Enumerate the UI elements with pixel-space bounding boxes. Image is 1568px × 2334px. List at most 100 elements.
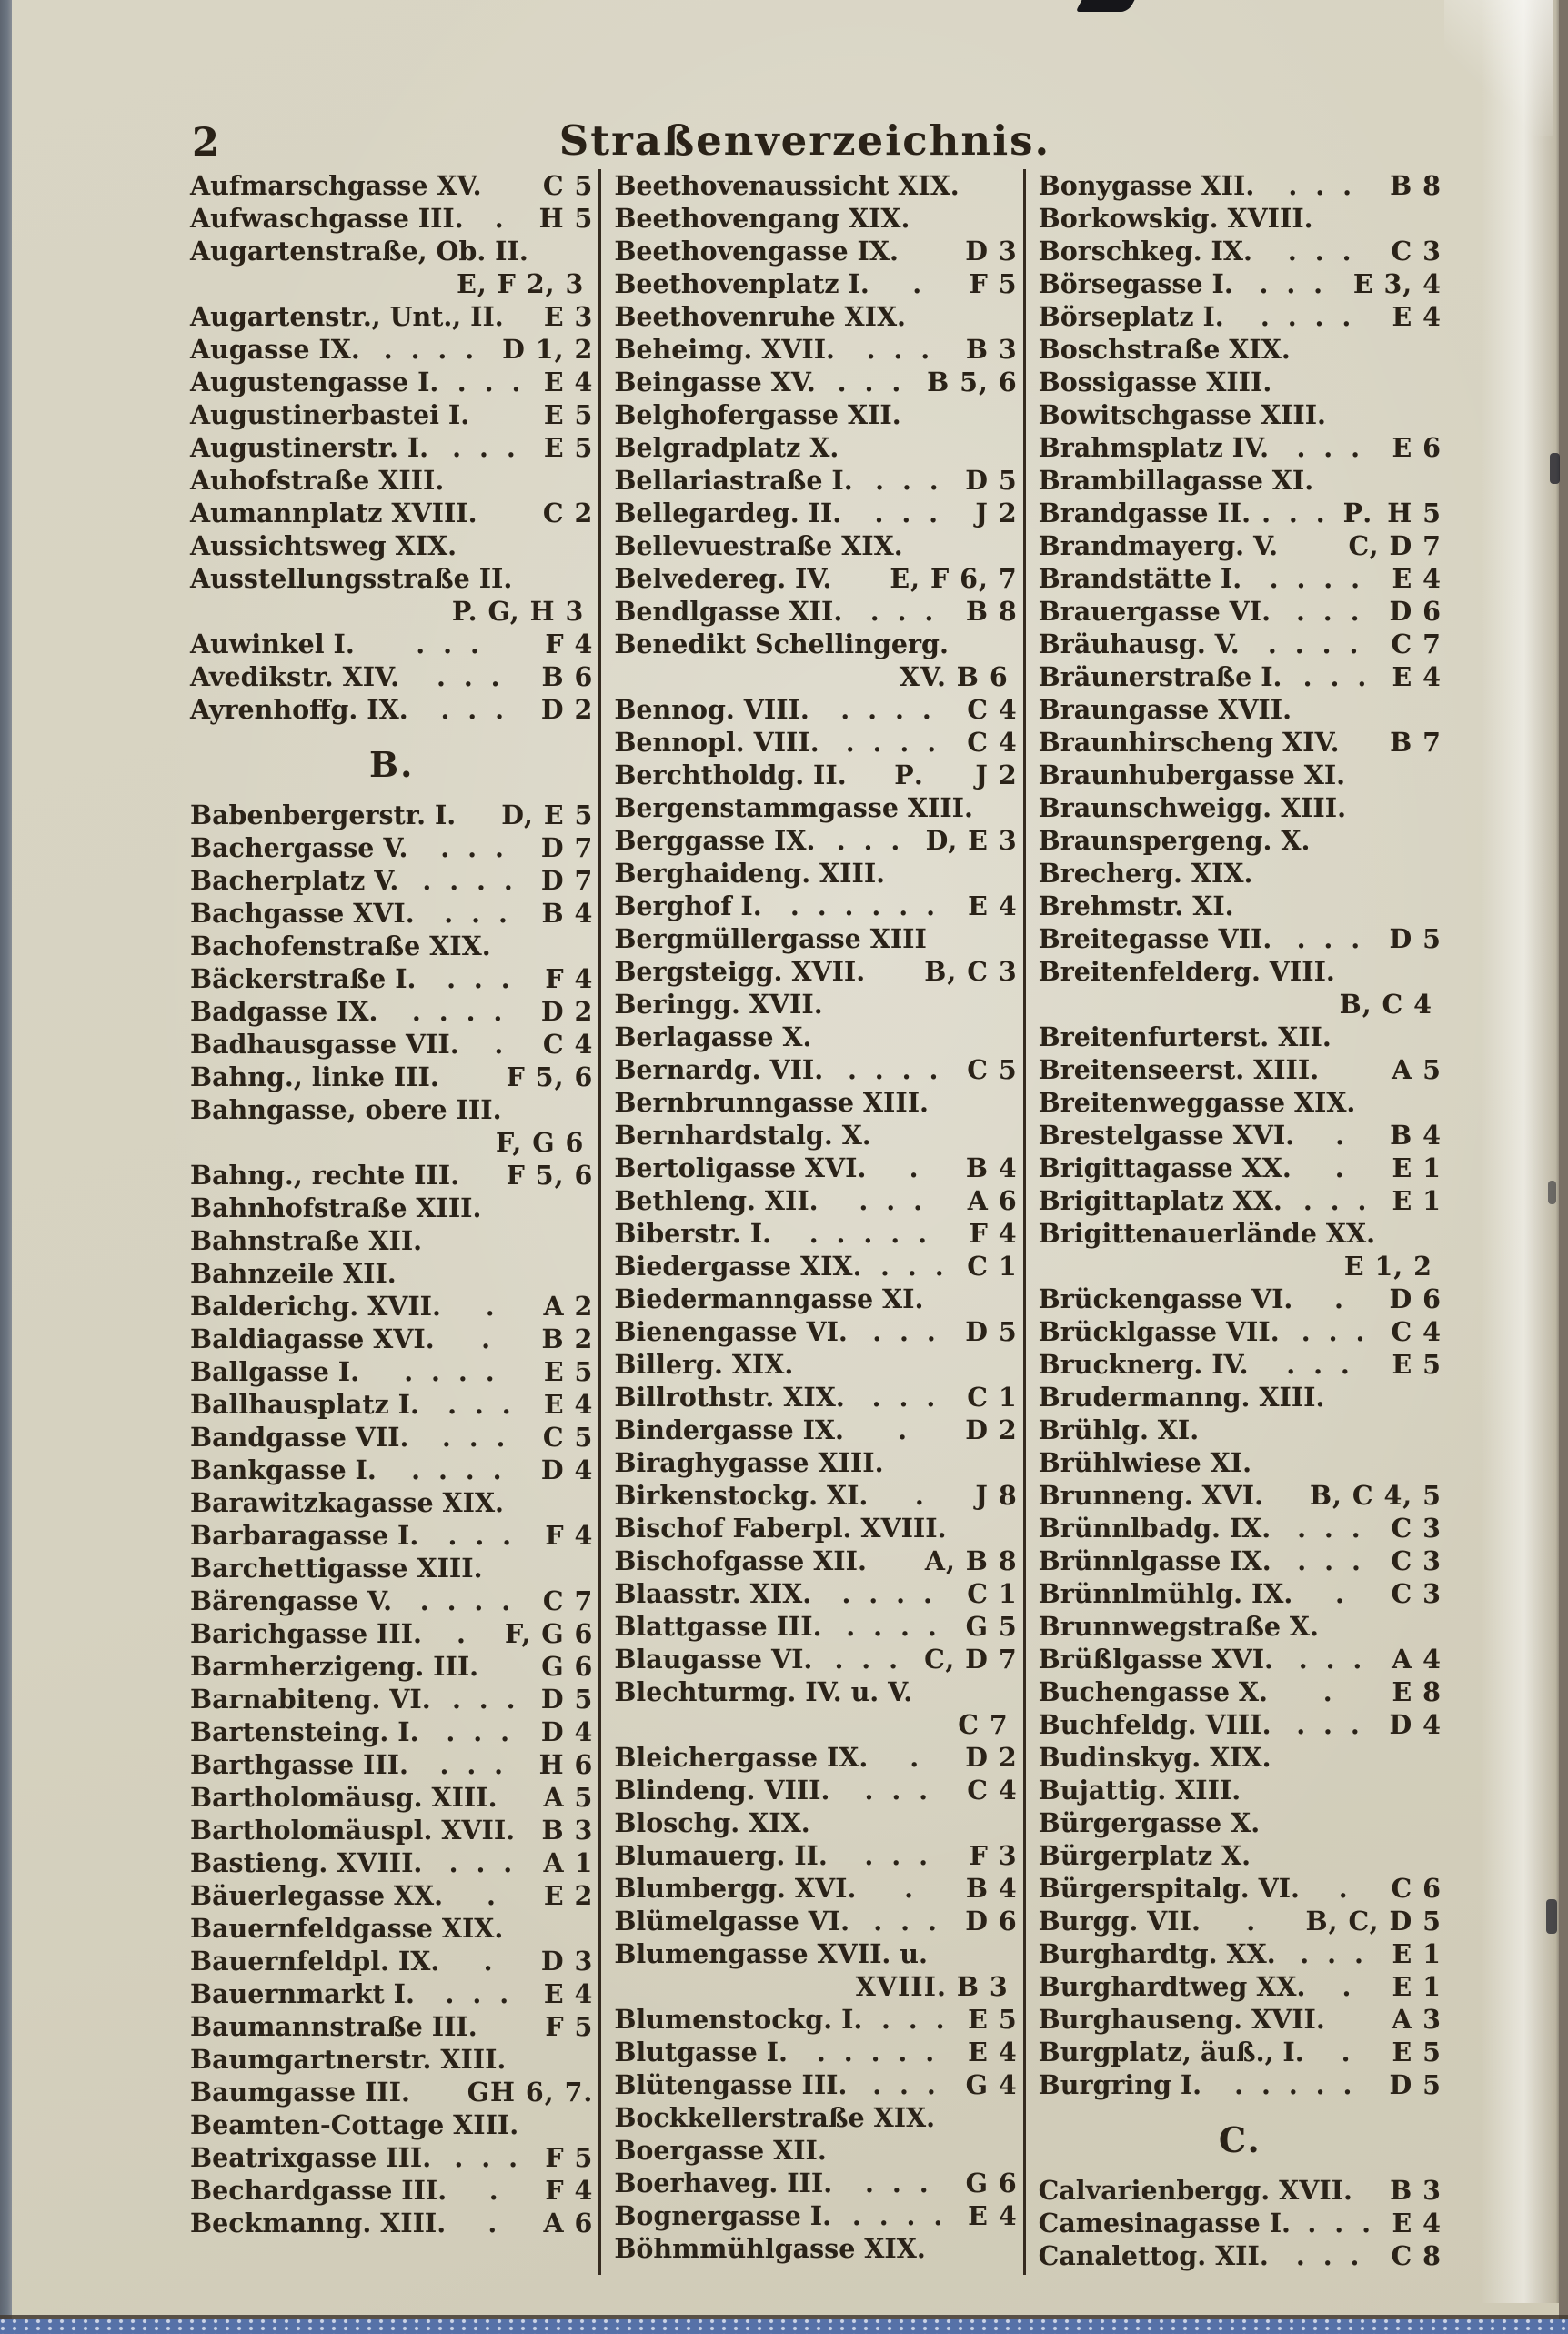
street-name: Boschstraße XIX.: [1038, 334, 1291, 365]
street-name: Blumbergg. XVI.: [614, 1873, 857, 1904]
street-name: Camesinagasse I.: [1038, 2208, 1291, 2238]
dot-leader: . . .: [452, 432, 520, 463]
dot-leader: . . . .: [422, 865, 518, 896]
page-number: 2: [192, 120, 219, 166]
street-name: Bärengasse V.: [190, 1585, 393, 1616]
street-name: Bartensteing. I.: [190, 1716, 419, 1747]
page-title: Straßenverzeichnis.: [558, 116, 1051, 165]
street-name: Blaasstr. XIX.: [614, 1578, 812, 1609]
directory-entry: Bartensteing. I. . . . D 4: [190, 1715, 593, 1748]
street-name: Brücklgasse VII.: [1038, 1316, 1280, 1347]
directory-entry: Berchtholdg. II. P. J 2: [614, 759, 1017, 791]
directory-entry: Brauergasse VI. . . . D 6: [1039, 595, 1442, 628]
street-name: Boerhaveg. III.: [614, 2168, 833, 2198]
grid-reference: B, C 3: [924, 956, 1018, 987]
street-name: Brudermanng. XIII.: [1038, 1382, 1325, 1413]
directory-entry: Brühlg. XI.: [1039, 1413, 1442, 1446]
street-name: Bahng., linke III.: [190, 1061, 439, 1092]
dot-leader: . . . .: [411, 996, 508, 1027]
directory-entry: Baumgasse III. GH 6, 7.: [190, 2076, 593, 2108]
grid-reference: B 8: [1390, 170, 1442, 201]
street-name: Benedikt Schellingerg.: [614, 629, 949, 659]
grid-reference: G 6: [541, 1651, 594, 1682]
grid-reference: D 5: [965, 1316, 1018, 1347]
street-name: Borkowskig. XVIII.: [1038, 203, 1313, 234]
directory-entry: Baldiagasse XVI.. B 2: [190, 1323, 593, 1355]
grid-reference: B 4: [965, 1152, 1018, 1183]
directory-entry: Brecherg. XIX.: [1039, 857, 1442, 890]
directory-entry: Blumbergg. XVI.. B 4: [614, 1872, 1017, 1905]
directory-entry: Beethovenaussicht XIX.: [614, 169, 1017, 202]
directory-entry: Berghaideng. XIII.: [614, 857, 1017, 890]
directory-entry: Brunneng. XVI. B, C 4, 5: [1039, 1479, 1442, 1512]
dot-leader: .: [904, 1873, 919, 1904]
directory-entry: Bognergasse I. . . . . E 4: [614, 2199, 1017, 2232]
directory-entry: Brandgasse II. . . . P. H 5: [1039, 497, 1442, 529]
directory-entry: Brandstätte I. . . . . E 4: [1039, 562, 1442, 595]
street-name: Blumengasse XVII. u.: [614, 1938, 928, 1969]
street-name: Breitegasse VII.: [1038, 923, 1272, 954]
street-name: Biedergasse XIX.: [614, 1251, 862, 1282]
street-name: Babenbergerstr. I.: [190, 800, 457, 830]
street-name: Brunnwegstraße X.: [1038, 1611, 1319, 1642]
directory-entry: Burghardtg. XX. . . . E 1: [1039, 1937, 1442, 1970]
directory-entry: Barnabiteng. VI. . . . D 5: [190, 1683, 593, 1715]
street-name: Biberstr. I.: [614, 1218, 772, 1249]
dot-leader: . . .: [866, 334, 935, 365]
section-heading: C.: [1218, 2119, 1261, 2160]
grid-reference: A 6: [543, 2208, 594, 2238]
directory-entry: Buchengasse X.. E 8: [1039, 1675, 1442, 1708]
page-corner-fold: [1444, 0, 1553, 136]
dot-leader: . . . .: [1269, 563, 1365, 594]
dot-leader: . . .: [872, 1316, 940, 1347]
directory-entry: Blütengasse III. . . . G 4: [614, 2068, 1017, 2101]
grid-reference: B 3: [1390, 2175, 1442, 2206]
directory-entry: Bellariastraße I. . . . D 5: [614, 464, 1017, 497]
section-heading: B.: [368, 744, 415, 785]
street-name: Ballhausplatz I.: [190, 1389, 419, 1420]
grid-reference: B 3: [965, 334, 1018, 365]
binding-edge: [0, 0, 12, 2334]
directory-entry: Biedermanngasse XI.: [614, 1283, 1017, 1315]
street-name: Bechardgasse III.: [190, 2175, 447, 2206]
dot-leader: . . . . . .: [789, 890, 940, 921]
directory-entry: Billerg. XIX.: [614, 1348, 1017, 1381]
street-name: Bräunerstraße I.: [1038, 661, 1282, 692]
grid-reference: D 7: [540, 832, 594, 863]
directory-entry: Brigittenauerlände XX.: [1039, 1217, 1442, 1250]
directory-entry: Bahngasse, obere III.: [190, 1093, 593, 1126]
page-paper: 2 Straßenverzeichnis. Aufmarschgasse XV.…: [12, 0, 1559, 2319]
dot-leader: . . . .: [846, 1611, 941, 1642]
street-name: Brandmayerg. V.: [1038, 530, 1279, 561]
directory-entry: Brestelgasse XVI.. B 4: [1039, 1119, 1442, 1152]
dot-leader: . . . .: [1267, 629, 1363, 659]
street-name: Bacherplatz V.: [190, 865, 399, 896]
street-name: Bindergasse IX.: [614, 1414, 844, 1445]
street-name: Burgring I.: [1038, 2069, 1202, 2100]
directory-entry: Barmherzigeng. III. G 6: [190, 1650, 593, 1683]
dot-leader: . . . P.: [1261, 498, 1377, 528]
directory-entry: Berlagasse X.: [614, 1021, 1017, 1053]
grid-reference: D 6: [1389, 1283, 1442, 1314]
street-name: Billrothstr. XIX.: [614, 1382, 845, 1413]
dot-leader: .: [910, 1742, 924, 1773]
grid-reference: F 4: [969, 1218, 1018, 1249]
directory-entry: Braunspergeng. X.: [1039, 824, 1442, 857]
grid-reference: E 4: [543, 1389, 594, 1420]
street-name: Bauernmarkt I.: [190, 1978, 415, 2009]
dot-leader: . . . .: [411, 1454, 507, 1485]
grid-reference: D 7: [540, 865, 594, 896]
entry-continuation: E 1, 2: [1343, 1251, 1432, 1282]
directory-entry: Brünnlbadg. IX. . . . C 3: [1039, 1512, 1442, 1544]
directory-entry: Bürgerspitalg. VI.. C 6: [1039, 1872, 1442, 1905]
grid-reference: A 1: [543, 1847, 594, 1878]
grid-reference: E 5: [1392, 2037, 1442, 2067]
grid-reference: C 3: [1391, 236, 1442, 267]
dot-leader: . . .: [1296, 1709, 1364, 1740]
directory-entry: Belgradplatz X.: [614, 431, 1017, 464]
street-name: Beethovengasse IX.: [614, 236, 899, 267]
grid-reference: F 3: [969, 1840, 1018, 1871]
grid-reference: C 5: [967, 1054, 1018, 1085]
grid-reference: A 3: [1392, 2004, 1442, 2035]
